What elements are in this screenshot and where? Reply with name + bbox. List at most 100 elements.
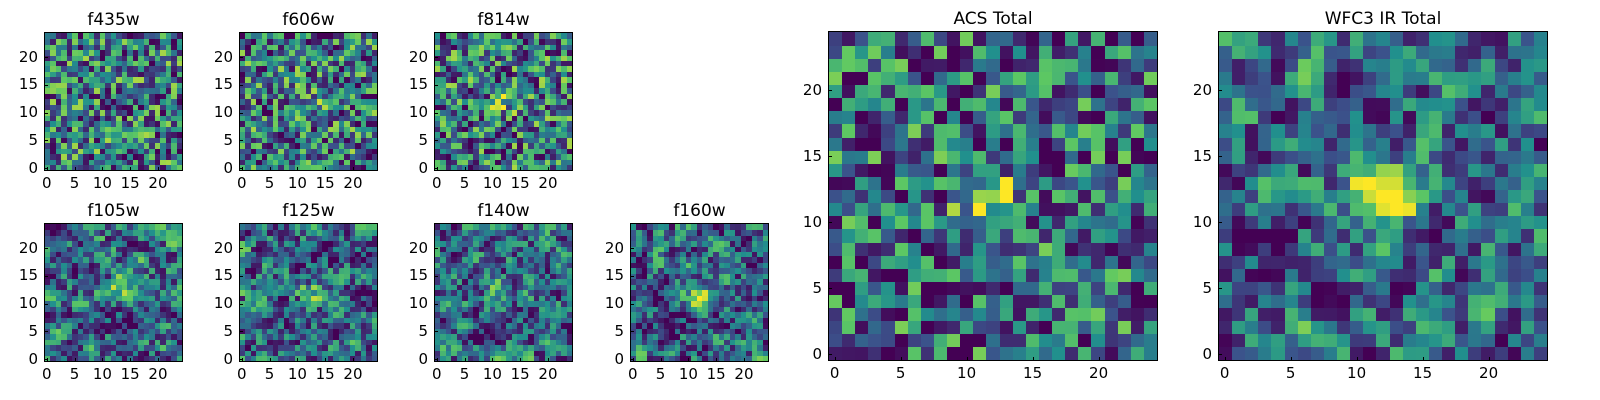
heatmap-cell [99, 104, 106, 111]
heatmap-cell [61, 131, 68, 138]
heatmap-cell [305, 137, 312, 144]
heatmap-cell [88, 300, 95, 307]
heatmap-cell [762, 311, 768, 318]
heatmap-cell [517, 115, 524, 122]
heatmap-cell [289, 126, 296, 133]
heatmap-cell [83, 71, 90, 78]
heatmap-cell [300, 87, 307, 94]
x-tick-label: 0 [41, 174, 52, 192]
heatmap-cell [261, 115, 268, 122]
heatmap-cell [311, 126, 318, 133]
heatmap-cell [45, 333, 52, 340]
heatmap-cell [45, 339, 52, 346]
heatmap-cell [176, 104, 182, 111]
heatmap-cell [1078, 176, 1092, 191]
heatmap-cell [855, 255, 869, 269]
heatmap-cell [506, 33, 513, 40]
heatmap-cell [445, 153, 453, 160]
y-tick-mark [239, 248, 243, 250]
heatmap-cell [473, 115, 480, 122]
heatmap-cell [366, 109, 373, 116]
heatmap-cell [88, 322, 95, 329]
heatmap-cell [1104, 228, 1119, 243]
heatmap-cell [99, 284, 106, 291]
heatmap-cell [267, 131, 274, 138]
heatmap-cell [311, 137, 318, 144]
heatmap-cell [99, 333, 106, 340]
heatmap-cell [272, 60, 279, 67]
heatmap-cell [445, 104, 453, 111]
y-tick-mark [239, 168, 243, 170]
heatmap-cell [440, 109, 447, 116]
heatmap-cell [116, 87, 123, 94]
heatmap-cell [500, 131, 507, 138]
heatmap-cell [478, 131, 485, 138]
heatmap-cell [1130, 123, 1145, 138]
heatmap-cell [50, 87, 57, 94]
heatmap-cell [99, 126, 106, 133]
heatmap-cell [506, 148, 513, 155]
heatmap-cell [110, 109, 117, 116]
heatmap-cell [561, 115, 568, 122]
y-tick-mark [239, 112, 243, 114]
heatmap-cell [1012, 150, 1027, 164]
heatmap-cell [278, 109, 285, 116]
heatmap-cell [240, 49, 247, 56]
heatmap-cell [1052, 255, 1066, 269]
heatmap-cell [1117, 150, 1132, 164]
heatmap-cell [1091, 123, 1106, 138]
heatmap-cell [72, 93, 79, 100]
y-tick-label: 5 [418, 130, 428, 149]
heatmap-cell [245, 82, 252, 89]
panel-title: f140w [477, 201, 530, 221]
heatmap-cell [762, 251, 768, 258]
heatmap-cell [261, 60, 268, 67]
heatmap-cell [50, 355, 57, 361]
heatmap-cell [484, 65, 491, 72]
heatmap-cell [116, 164, 123, 170]
heatmap-cell [110, 289, 117, 296]
heatmap-cell [555, 71, 562, 78]
heatmap-cell [566, 65, 572, 72]
heatmap-cell [1130, 215, 1145, 230]
heatmap-cell [316, 98, 323, 105]
heatmap-cell [171, 82, 178, 89]
panel-f105w: f105w 0 5 10 15 20 0 5 10 15 20 [4, 199, 203, 396]
heatmap-cell [462, 82, 469, 89]
heatmap-cell [143, 38, 150, 45]
heatmap-cell [45, 126, 52, 133]
heatmap-cell [88, 87, 95, 94]
heatmap-cell [500, 87, 507, 94]
heatmap-cell [344, 82, 351, 89]
heatmap-cell [240, 104, 247, 111]
heatmap-cell [467, 98, 474, 105]
heatmap-cell [83, 104, 90, 111]
heatmap-cell [528, 93, 535, 100]
heatmap-cell [160, 306, 167, 313]
heatmap-cell [355, 82, 362, 89]
heatmap-cell [245, 98, 252, 105]
heatmap-cell [920, 241, 935, 256]
heatmap-cell [881, 136, 896, 151]
heatmap-cell [495, 49, 502, 56]
heatmap-cell [371, 120, 377, 127]
heatmap-cell [99, 322, 106, 329]
heatmap-cell [435, 126, 442, 133]
heatmap-cell [440, 137, 447, 144]
heatmap-cell [500, 93, 507, 100]
heatmap-cell [484, 38, 491, 45]
heatmap-cell [550, 131, 557, 138]
heatmap-cell [132, 33, 139, 40]
heatmap-cell [435, 38, 442, 45]
heatmap-cell [176, 33, 182, 40]
heatmap-plot-area [44, 223, 183, 362]
heatmap-cell [77, 142, 84, 149]
heatmap-cell [300, 142, 307, 149]
heatmap-cell [484, 142, 491, 149]
heatmap-cell [855, 189, 869, 204]
heatmap-cell [539, 148, 546, 155]
heatmap-cell [138, 350, 145, 357]
heatmap-cell [566, 98, 572, 105]
heatmap-cell [456, 137, 463, 144]
heatmap-cell [1130, 333, 1145, 348]
